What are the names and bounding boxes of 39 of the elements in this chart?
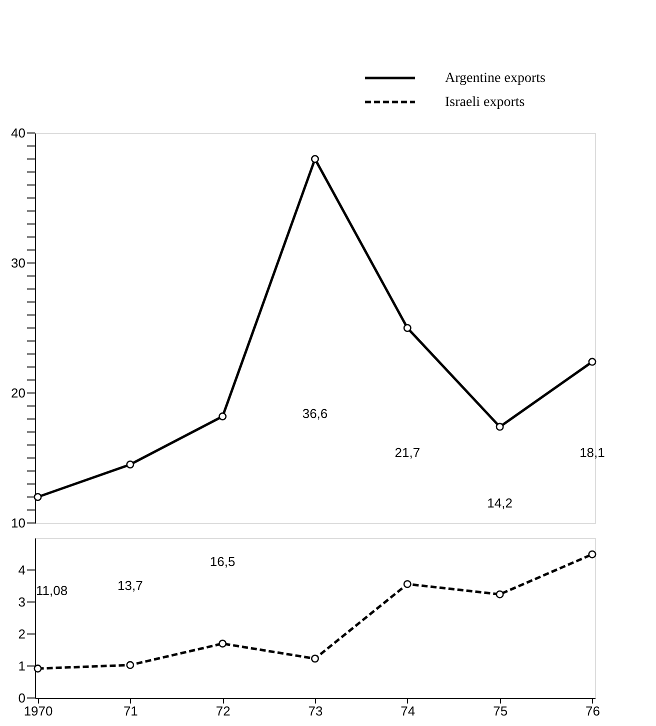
annotation: 16,5 (210, 554, 236, 569)
point (126, 460, 134, 468)
y-tick-label: 1 (18, 658, 26, 674)
annotation: 36,6 (302, 406, 328, 421)
y-tick-label: 4 (18, 562, 26, 578)
point (496, 590, 504, 598)
point (403, 580, 412, 588)
x-tick-label: 72 (216, 704, 230, 718)
point (588, 358, 596, 366)
x-tick-label: 75 (493, 704, 508, 718)
y-tick-label: 2 (18, 626, 26, 642)
x-tick-label: 74 (400, 704, 416, 718)
annotation: 21,7 (394, 444, 420, 460)
point (310, 654, 320, 663)
text: Israeli exports (445, 95, 525, 110)
point (34, 493, 42, 501)
legend-label: Argentine exports (445, 71, 546, 86)
annotation: 11,08 (36, 582, 68, 598)
annotation: 18,1 (580, 444, 605, 460)
point (496, 422, 504, 431)
annotation: 13,7 (118, 578, 143, 593)
y-tick-label: 40 (11, 126, 26, 140)
point (588, 550, 596, 558)
y-tick-label: 0 (18, 690, 26, 706)
point (310, 155, 320, 163)
x-tick-label: 76 (585, 704, 600, 718)
y-tick-label: 10 (11, 516, 26, 530)
y-tick-label: 30 (11, 256, 26, 270)
point (126, 661, 134, 670)
annotation: 14,2 (487, 496, 512, 510)
point (34, 664, 42, 673)
point (218, 640, 227, 648)
y-tick-label: 3 (18, 594, 26, 610)
x-tick-label: 71 (123, 704, 138, 718)
point (218, 412, 227, 420)
point (403, 324, 412, 332)
y-tick-label: 20 (11, 386, 26, 400)
x-tick-label: 1970 (24, 704, 53, 718)
x-tick-label: 73 (308, 704, 323, 718)
